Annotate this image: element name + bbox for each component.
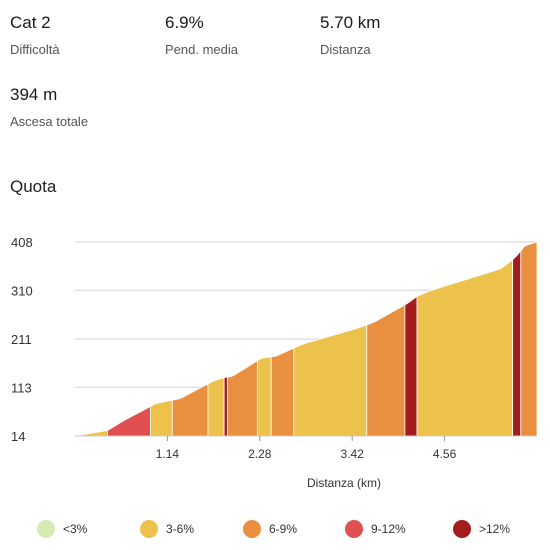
y-tick-label: 408 [11,235,33,250]
profile-segment [171,383,209,437]
profile-segment [270,347,295,437]
profile-segment [404,295,418,437]
legend-swatch-icon [345,520,363,538]
legend-item: 9-12% [345,520,406,538]
profile-segment [256,356,272,437]
x-axis-label: Distanza (km) [307,476,381,490]
gradient-legend: <3% 3-6% 6-9% 9-12% >12% [0,512,550,548]
stat-value: 5.70 km [320,13,381,32]
profile-segment [512,249,522,437]
legend-label: 6-9% [269,522,298,536]
profile-segment [74,430,108,437]
profile-segment [226,360,258,437]
x-tick-label: 4.56 [433,447,457,461]
y-tick-label: 310 [11,283,33,298]
stat-avg-gradient: 6.9% Pend. media [165,13,238,57]
legend-swatch-icon [243,520,261,538]
stat-label: Ascesa totale [10,114,89,129]
legend-item: >12% [453,520,510,538]
legend-swatch-icon [37,520,55,538]
legend-label: <3% [63,522,88,536]
legend-swatch-icon [453,520,471,538]
stat-label: Distanza [320,42,371,57]
elevation-profile-chart: 14 113 211 310 408 1.14 2.28 3.42 4.56 Distanza (… [11,235,538,490]
stat-value: Cat 2 [10,13,51,32]
y-tick-label: 211 [11,332,32,347]
legend-label: >12% [479,522,511,536]
legend-item: 6-9% [243,520,297,538]
legend-swatch-icon [140,520,158,538]
legend-item: 3-6% [140,520,194,538]
profile-segment [416,258,514,437]
stat-label: Pend. media [165,42,238,57]
x-tick-label: 3.42 [341,447,365,461]
profile-segment [107,405,151,437]
stat-label: Difficoltà [10,42,60,57]
stat-total-ascent: 394 m Ascesa totale [10,85,88,129]
stat-value: 394 m [10,85,58,104]
y-tick-label: 14 [11,429,25,444]
section-title-elevation: Quota [10,177,57,196]
stat-difficulty: Cat 2 Difficoltà [10,13,60,57]
x-tick-label: 2.28 [248,447,272,461]
stat-distance: 5.70 km Distanza [320,13,380,57]
profile-segment [293,324,368,437]
legend-label: 3-6% [166,522,195,536]
legend-label: 9-12% [371,522,406,536]
profile-segment [207,377,225,437]
profile-segment [366,304,406,437]
stat-value: 6.9% [165,13,204,32]
profile-segment [520,241,538,437]
y-tick-label: 113 [11,380,32,395]
profile-segment [149,399,173,437]
profile-segment [223,376,228,437]
x-tick-label: 1.14 [156,447,180,461]
legend-item: <3% [37,520,87,538]
